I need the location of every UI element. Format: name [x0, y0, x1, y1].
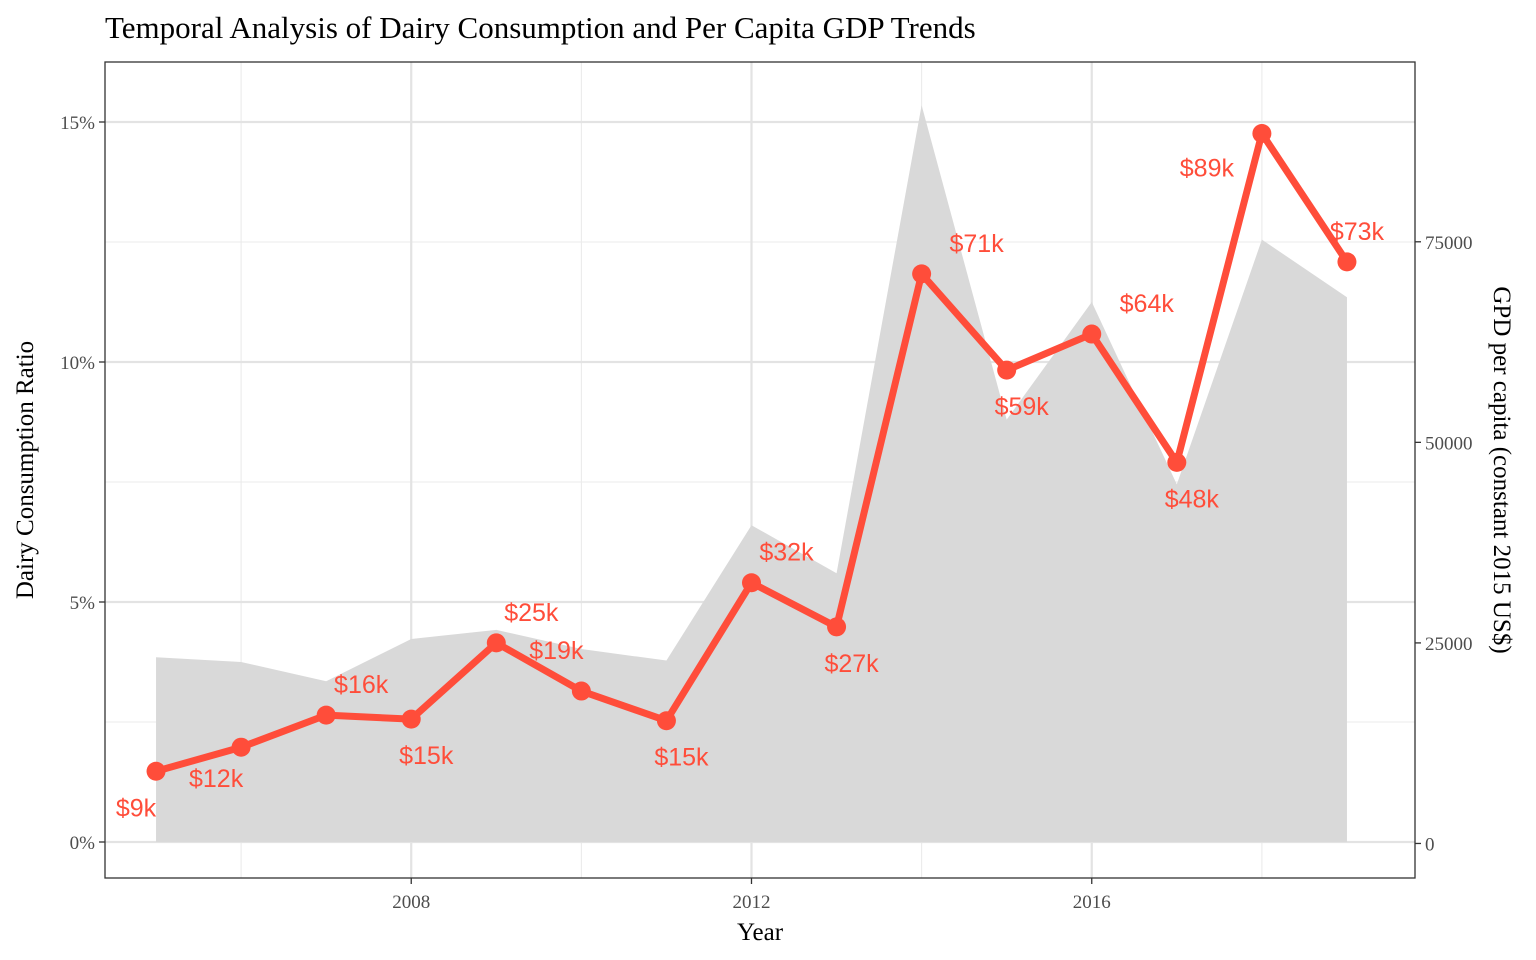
x-axis-title: Year	[737, 919, 784, 946]
data-label: $25k	[504, 599, 559, 627]
data-point	[486, 633, 506, 653]
data-point	[316, 705, 336, 725]
data-point	[1082, 324, 1102, 344]
data-label: $16k	[334, 671, 389, 699]
y-axis-left: 0% 5% 10% 15%	[60, 113, 105, 854]
x-tick-label: 2016	[1073, 892, 1111, 913]
data-label: $9k	[116, 794, 157, 822]
y-tick-label-left: 15%	[60, 113, 95, 134]
data-label: $64k	[1120, 290, 1175, 318]
data-point	[827, 617, 847, 637]
panel-border	[104, 61, 1416, 879]
x-tick-label: 2008	[392, 892, 430, 913]
gdp-area	[156, 105, 1347, 842]
y-axis-right-title: GPD per capita (constant 2015 US$)	[1488, 286, 1515, 653]
data-point	[401, 709, 421, 729]
data-point	[741, 573, 761, 593]
data-label: $27k	[824, 650, 879, 678]
data-labels: $9k $12k $16k $15k $25k $19k $15k $32k $27k $71k $…	[116, 154, 1385, 822]
y-tick-label-right: 25000	[1425, 634, 1473, 655]
data-point	[1167, 452, 1187, 472]
y-axis-right: 0 25000 50000 75000	[1415, 233, 1473, 855]
y-tick-label-right: 50000	[1425, 433, 1473, 454]
x-axis: 2008 2012 2016	[392, 878, 1111, 913]
y-axis-left-title: Dairy Consumption Ratio	[12, 341, 39, 599]
data-point	[912, 264, 932, 284]
data-label: $59k	[995, 393, 1050, 421]
data-point	[231, 737, 251, 757]
data-label: $15k	[654, 744, 709, 772]
data-point	[1252, 123, 1272, 143]
y-tick-label-left: 0%	[70, 833, 96, 854]
chart-title: Temporal Analysis of Dairy Consumption a…	[105, 10, 976, 45]
data-label: $71k	[950, 230, 1005, 258]
data-label: $15k	[399, 742, 454, 770]
data-points	[146, 123, 1357, 781]
data-point	[146, 761, 166, 781]
data-label: $89k	[1180, 154, 1235, 182]
x-tick-label: 2012	[732, 892, 770, 913]
plot-panel: $9k $12k $16k $15k $25k $19k $15k $32k $27k $71k $…	[104, 61, 1416, 879]
data-point	[1337, 252, 1357, 272]
y-tick-label-right: 75000	[1425, 233, 1473, 254]
data-label: $73k	[1330, 218, 1385, 246]
gdp-area-layer	[156, 105, 1347, 842]
y-tick-label-right: 0	[1425, 834, 1435, 855]
data-label: $32k	[759, 539, 814, 567]
data-point	[656, 711, 676, 731]
data-label: $12k	[189, 765, 244, 793]
data-point	[571, 681, 591, 701]
y-tick-label-left: 5%	[70, 593, 96, 614]
data-label: $19k	[529, 637, 584, 665]
data-point	[997, 360, 1017, 380]
y-tick-label-left: 10%	[60, 353, 95, 374]
data-label: $48k	[1165, 485, 1220, 513]
